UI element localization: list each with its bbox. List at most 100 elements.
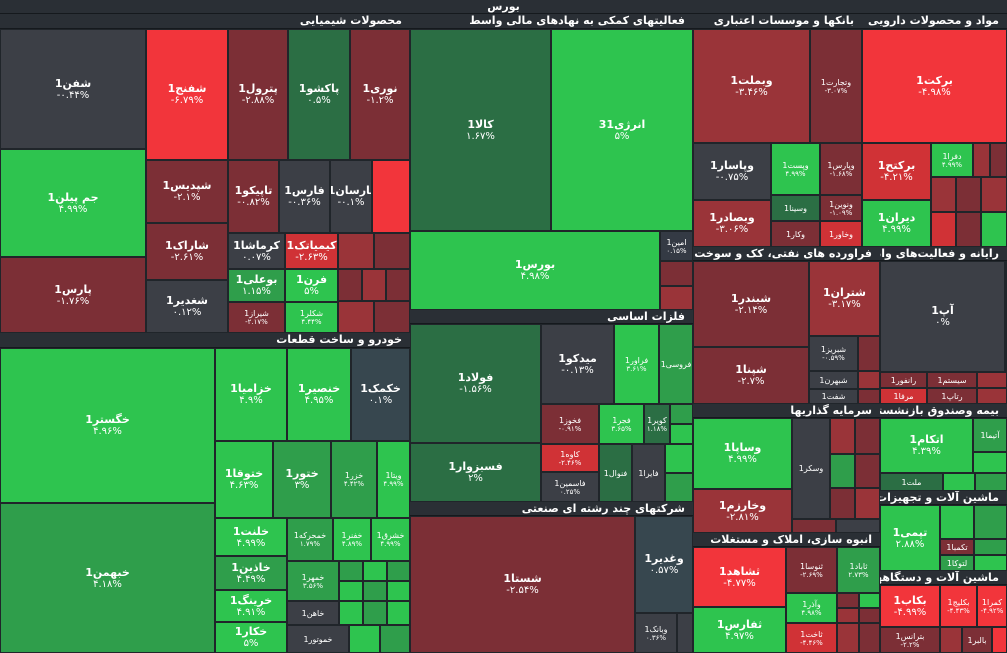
sector-header-metals[interactable]: فلزات اساسی	[410, 310, 693, 324]
symbol-tile-rap[interactable]: رتاپ1	[927, 388, 977, 404]
symbol-tile-unnamed-56[interactable]	[837, 593, 859, 608]
symbol-tile-khazamia[interactable]: خزامیا1 ۴.۹%	[215, 348, 287, 441]
symbol-tile-fajr[interactable]: فجر1 ۳.۶۵%	[599, 404, 644, 444]
symbol-tile-bekab[interactable]: بکاب1 -۴.۹۹%	[880, 585, 940, 627]
symbol-tile-unnamed-2[interactable]	[338, 233, 374, 269]
symbol-tile-unnamed-21[interactable]	[387, 561, 410, 581]
symbol-tile-kave[interactable]: کاوه1 -۲.۴۶%	[541, 444, 599, 472]
symbol-tile-shafanj[interactable]: شفنج1 -۶.۷۹%	[146, 29, 228, 160]
symbol-tile-system[interactable]: سیستم1	[927, 372, 977, 388]
symbol-tile-khazar[interactable]: خزر1 ۴.۴۲%	[331, 441, 377, 518]
symbol-tile-shasat[interactable]: شفت1	[809, 389, 858, 404]
symbol-tile-unnamed-14[interactable]	[956, 177, 981, 212]
symbol-tile-vpars[interactable]: وپارس1 -۱.۶۸%	[820, 143, 862, 195]
symbol-tile-unnamed-5[interactable]	[362, 269, 386, 301]
symbol-tile-parsan[interactable]: پارسان1-۰.۱%	[330, 160, 372, 233]
sector-header-insurance[interactable]: بیمه وصندوق بازنشستگی ب	[880, 404, 1007, 418]
symbol-tile-unnamed-47[interactable]	[792, 519, 836, 533]
symbol-tile-unnamed-59[interactable]	[859, 608, 880, 623]
symbol-tile-unnamed-33[interactable]	[665, 473, 693, 502]
sector-header-pharma[interactable]: مواد و محصولات دارویی	[862, 14, 1007, 29]
symbol-tile-unnamed-15[interactable]	[981, 177, 1007, 212]
symbol-tile-thfars[interactable]: ثفارس1 ۴.۹۷%	[693, 607, 786, 653]
symbol-tile-unnamed-19[interactable]	[339, 561, 363, 581]
symbol-tile-thakht[interactable]: ثاخت1 -۴.۴۶%	[786, 623, 837, 653]
symbol-tile-unnamed-54[interactable]	[974, 539, 1007, 555]
symbol-tile-kimiatek[interactable]: کیمیاتک1 -۲.۶۳%	[285, 233, 338, 269]
symbol-tile-fsabzevar[interactable]: فسبزوار1 ۲%	[410, 443, 541, 502]
symbol-tile-khlant[interactable]: خلنت1 ۴.۹۹%	[215, 518, 287, 556]
symbol-tile-unnamed-42[interactable]	[855, 418, 880, 454]
symbol-tile-khafnar[interactable]: خفنر1 ۴.۸۹%	[333, 518, 371, 561]
symbol-tile-barakat[interactable]: برکت1 -۴.۹۸%	[862, 29, 1007, 143]
symbol-tile-khmehr[interactable]: خمهر1 ۳.۵۶%	[287, 561, 339, 601]
symbol-tile-unnamed-52[interactable]	[940, 505, 974, 539]
symbol-tile-vpasar[interactable]: وپاسار1 -۰.۷۵%	[693, 143, 771, 200]
symbol-tile-unnamed-24[interactable]	[387, 581, 410, 601]
symbol-tile-shbahran[interactable]: شبهرن1	[809, 371, 858, 389]
symbol-tile-lotoos[interactable]: لتوکا1	[940, 555, 974, 571]
symbol-tile-khamra[interactable]: کمرا1 -۴.۹۲%	[977, 585, 1007, 627]
symbol-tile-unnamed-58[interactable]	[837, 608, 859, 623]
symbol-tile-fars[interactable]: فارس1 -۰.۳۶%	[279, 160, 330, 233]
symbol-tile-unnamed-34[interactable]	[677, 613, 693, 653]
symbol-tile-barkat[interactable]: برکتح1 -۴.۲۱%	[862, 143, 931, 200]
symbol-tile-khanasir[interactable]: خنصیر1 ۴.۹۵%	[287, 348, 351, 441]
symbol-tile-unnamed-1[interactable]	[372, 160, 410, 233]
symbol-tile-shiraz[interactable]: شیراز1 -۲.۱۷%	[228, 302, 285, 333]
symbol-tile-unnamed-45[interactable]	[830, 488, 855, 519]
symbol-tile-melt[interactable]: ملت1	[880, 473, 943, 491]
symbol-tile-vsapa[interactable]: وساپا1 ۴.۹۹%	[693, 418, 792, 489]
symbol-tile-unnamed-37[interactable]	[858, 389, 880, 404]
symbol-tile-unnamed-11[interactable]	[973, 143, 990, 177]
symbol-tile-jampilen[interactable]: جم پیلن1 ۴.۹۹%	[0, 149, 146, 257]
symbol-tile-faira[interactable]: فایرا1	[632, 444, 665, 502]
symbol-tile-bkalij[interactable]: بکلیج1 -۴.۴۳%	[940, 585, 977, 627]
symbol-tile-thshahed[interactable]: ثشاهد1 -۴.۷۷%	[693, 547, 786, 607]
symbol-tile-shepna[interactable]: شپنا1 -۲.۷%	[693, 347, 809, 404]
symbol-tile-unnamed-48[interactable]	[836, 519, 880, 533]
symbol-tile-fervosi[interactable]: فروسی1	[659, 324, 693, 404]
symbol-tile-kamaa[interactable]: تکمبا1	[940, 539, 974, 555]
symbol-tile-unnamed-9[interactable]	[660, 261, 693, 286]
symbol-tile-khadin[interactable]: خاذین1 ۴.۴۹%	[215, 556, 287, 590]
sector-header-construction[interactable]: انبوه سازی، املاک و مستغلات	[693, 533, 880, 547]
symbol-tile-khkar[interactable]: خکار1 ۵%	[215, 622, 287, 653]
symbol-tile-unnamed-3[interactable]	[374, 233, 410, 269]
symbol-tile-vkar[interactable]: وکار1	[771, 221, 820, 247]
symbol-tile-vkhavar[interactable]: وخاور1	[820, 221, 862, 247]
symbol-tile-thnosa[interactable]: ثنوسا1 -۲.۶۹%	[786, 547, 837, 593]
symbol-tile-dfara[interactable]: دفرا1 ۴.۹۹%	[931, 143, 973, 177]
symbol-tile-unnamed-22[interactable]	[339, 581, 363, 601]
symbol-tile-unnamed-13[interactable]	[931, 177, 956, 212]
symbol-tile-tapico[interactable]: تاپیکو1 -۰.۸۲%	[228, 160, 279, 233]
sector-header-chemical[interactable]: محصولات شیمیایی	[0, 14, 410, 29]
symbol-tile-unnamed-36[interactable]	[858, 371, 880, 389]
symbol-tile-diran[interactable]: دیران1 ۴.۹۹%	[862, 200, 931, 247]
symbol-tile-unnamed-12[interactable]	[990, 143, 1007, 177]
symbol-tile-feravor[interactable]: فراور1 ۳.۶۱%	[614, 324, 659, 404]
symbol-tile-unnamed-10[interactable]	[660, 286, 693, 310]
symbol-tile-ranfor[interactable]: رانفور1	[880, 372, 927, 388]
symbol-tile-bourse[interactable]: بورس1 ۴.۹۸%	[410, 231, 660, 310]
symbol-tile-vtejarat[interactable]: وتجارت1 -۳.۰۷%	[810, 29, 862, 143]
symbol-tile-unnamed-17[interactable]	[956, 212, 981, 247]
symbol-tile-sharak[interactable]: شاراک1 -۲.۶۱%	[146, 223, 228, 280]
symbol-tile-shekler[interactable]: شکلر1 ۴.۴۴%	[285, 302, 338, 333]
sector-header-banks[interactable]: بانکها و موسسات اعتباری	[693, 14, 862, 29]
symbol-tile-fkhoz[interactable]: فخوز1 -۰.۹۱%	[541, 404, 599, 444]
symbol-tile-vadar[interactable]: وآذر1 ۴.۹۸%	[786, 593, 837, 623]
symbol-tile-khbahman[interactable]: خبهمن1 ۴.۱۸%	[0, 503, 215, 653]
symbol-tile-midko[interactable]: میدکو1 -۰.۱۳%	[541, 324, 614, 404]
symbol-tile-btransa[interactable]: بترانس1 -۲.۲%	[880, 627, 940, 653]
symbol-tile-unnamed-61[interactable]	[859, 623, 880, 653]
symbol-tile-unnamed-60[interactable]	[837, 623, 859, 653]
symbol-tile-shebandar[interactable]: شبندر1 -۲.۱۴%	[693, 261, 809, 347]
symbol-tile-vgadir[interactable]: وغدیر1 ۰.۵۷%	[635, 516, 693, 613]
symbol-tile-vsakhar[interactable]: وسکر1	[792, 418, 830, 519]
symbol-tile-khahan[interactable]: خاهن1	[287, 601, 339, 625]
symbol-tile-unnamed-53[interactable]	[974, 505, 1007, 539]
symbol-tile-khchrkh[interactable]: خمحرکه1 ۱.۷۹%	[287, 518, 333, 561]
symbol-tile-unnamed-16[interactable]	[931, 212, 956, 247]
symbol-tile-unnamed-23[interactable]	[363, 581, 387, 601]
